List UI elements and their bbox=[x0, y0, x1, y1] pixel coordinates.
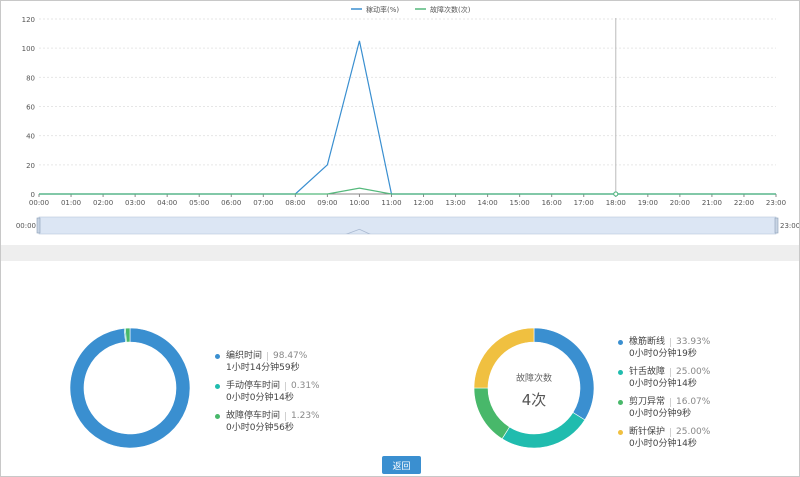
x-tick-label: 09:00 bbox=[317, 199, 337, 207]
legend-separator bbox=[285, 381, 287, 391]
legend-item: 橡筋断线 33.93% 0小时0分钟19秒 bbox=[618, 336, 710, 360]
x-tick-label: 12:00 bbox=[413, 199, 433, 207]
legend-label: 手动停车时间 bbox=[226, 381, 281, 391]
legend-duration: 0小时0分钟14秒 bbox=[629, 439, 697, 449]
x-tick-label: 16:00 bbox=[542, 199, 562, 207]
legend-duration: 0小时0分钟56秒 bbox=[226, 423, 294, 433]
x-tick-label: 08:00 bbox=[285, 199, 305, 207]
legend-duration: 0小时0分钟19秒 bbox=[629, 349, 697, 359]
legend-dot bbox=[618, 399, 623, 405]
legend-dot bbox=[215, 413, 220, 419]
zoom-handle-left[interactable] bbox=[36, 217, 41, 234]
x-tick-label: 03:00 bbox=[125, 199, 145, 207]
legend-item: 编织时间 98.47% 1小时14分钟59秒 bbox=[215, 350, 320, 374]
legend-item: 故障停车时间 1.23% 0小时0分钟56秒 bbox=[215, 410, 320, 434]
x-tick-label: 14:00 bbox=[478, 199, 498, 207]
legend-percent: 0.31% bbox=[291, 381, 320, 391]
y-tick-label: 100 bbox=[22, 45, 35, 53]
x-tick-label: 17:00 bbox=[574, 199, 594, 207]
legend-dot bbox=[215, 353, 220, 359]
x-tick-label: 11:00 bbox=[381, 199, 401, 207]
legend-duration: 0小时0分钟14秒 bbox=[629, 379, 697, 389]
legend-separator bbox=[285, 411, 287, 421]
series-line-fault-count bbox=[39, 187, 776, 195]
fault-legend: 橡筋断线 33.93% 0小时0分钟19秒 针舌故障 25.00% 0小时0分钟14秒 剪刀… bbox=[618, 336, 710, 456]
hover-point bbox=[613, 191, 619, 197]
legend-percent: 33.93% bbox=[676, 337, 711, 347]
fault-count-label: 故障次数 bbox=[515, 374, 552, 384]
legend-label: 橡筋断线 bbox=[629, 337, 666, 347]
y-tick-label: 40 bbox=[26, 133, 35, 141]
legend-percent: 1.23% bbox=[291, 411, 320, 421]
legend-separator bbox=[670, 367, 672, 377]
legend-label: 故障次数(次) bbox=[430, 5, 471, 14]
legend-label: 断针保护 bbox=[629, 427, 666, 437]
legend-separator bbox=[670, 427, 672, 437]
legend-label: 故障停车时间 bbox=[226, 411, 281, 421]
y-tick-label: 60 bbox=[26, 104, 35, 112]
y-tick-label: 120 bbox=[22, 16, 35, 24]
time-legend: 编织时间 98.47% 1小时14分钟59秒 手动停车时间 0.31% 0小时0分钟14秒… bbox=[215, 350, 320, 440]
legend-dot bbox=[215, 383, 220, 389]
series-line-utilization bbox=[39, 40, 776, 195]
x-tick-label: 01:00 bbox=[61, 199, 81, 207]
x-tick-label: 10:00 bbox=[349, 199, 369, 207]
legend-duration: 0小时0分钟14秒 bbox=[226, 393, 294, 403]
x-tick-label: 06:00 bbox=[221, 199, 241, 207]
x-tick-label: 15:00 bbox=[510, 199, 530, 207]
legend-item: 断针保护 25.00% 0小时0分钟14秒 bbox=[618, 426, 710, 450]
legend-label: 针舌故障 bbox=[629, 367, 666, 377]
fault-donut-chart bbox=[473, 327, 595, 449]
utilization-line-chart: 0 20 40 60 80 100 120 00:00 01:00 02:00 03:00 04:00… bbox=[16, 5, 800, 235]
y-tick-label: 80 bbox=[26, 74, 35, 82]
legend-duration: 0小时0分钟9秒 bbox=[629, 409, 692, 419]
y-tick-label: 20 bbox=[26, 162, 35, 170]
fault-slice-1 bbox=[501, 412, 586, 449]
time-donut-chart bbox=[69, 327, 191, 449]
x-tick-label: 20:00 bbox=[670, 199, 690, 207]
legend-label: 剪刀异常 bbox=[629, 397, 666, 407]
zoom-end-label: 23:00 bbox=[780, 222, 800, 230]
section-divider bbox=[1, 245, 799, 261]
legend-dot bbox=[618, 429, 623, 435]
zoom-start-label: 00:00 bbox=[16, 222, 36, 230]
legend-percent: 25.00% bbox=[676, 367, 711, 377]
x-tick-label: 04:00 bbox=[157, 199, 177, 207]
x-tick-label: 18:00 bbox=[606, 199, 626, 207]
legend-separator bbox=[670, 337, 672, 347]
x-tick-label: 19:00 bbox=[638, 199, 658, 207]
legend-item: 剪刀异常 16.07% 0小时0分钟9秒 bbox=[618, 396, 710, 420]
x-tick-label: 07:00 bbox=[253, 199, 273, 207]
time-slice-0 bbox=[69, 327, 191, 449]
x-tick-label: 00:00 bbox=[29, 199, 49, 207]
legend-dot bbox=[618, 369, 623, 375]
legend-separator bbox=[267, 351, 269, 361]
legend-separator bbox=[670, 397, 672, 407]
fault-count-value: 4次 bbox=[521, 391, 547, 409]
zoom-handle-right[interactable] bbox=[774, 217, 779, 234]
time-slice-2 bbox=[125, 327, 131, 343]
legend-percent: 25.00% bbox=[676, 427, 711, 437]
legend-dot bbox=[618, 339, 623, 345]
x-tick-label: 21:00 bbox=[702, 199, 722, 207]
legend-item: 手动停车时间 0.31% 0小时0分钟14秒 bbox=[215, 380, 320, 404]
legend-percent: 16.07% bbox=[676, 397, 711, 407]
legend-label: 编织时间 bbox=[226, 351, 263, 361]
x-tick-label: 05:00 bbox=[189, 199, 209, 207]
back-button[interactable]: 返回 bbox=[382, 456, 421, 474]
x-tick-label: 22:00 bbox=[734, 199, 754, 207]
x-tick-label: 23:00 bbox=[766, 199, 786, 207]
y-tick-label: 0 bbox=[31, 191, 35, 199]
x-tick-label: 02:00 bbox=[93, 199, 113, 207]
legend-label: 稼动率(%) bbox=[366, 5, 399, 14]
legend-item: 针舌故障 25.00% 0小时0分钟14秒 bbox=[618, 366, 710, 390]
fault-slice-3 bbox=[473, 327, 535, 389]
x-tick-label: 13:00 bbox=[445, 199, 465, 207]
zoom-slider-track[interactable] bbox=[38, 216, 777, 235]
legend-duration: 1小时14分钟59秒 bbox=[226, 363, 300, 373]
legend-percent: 98.47% bbox=[273, 351, 308, 361]
